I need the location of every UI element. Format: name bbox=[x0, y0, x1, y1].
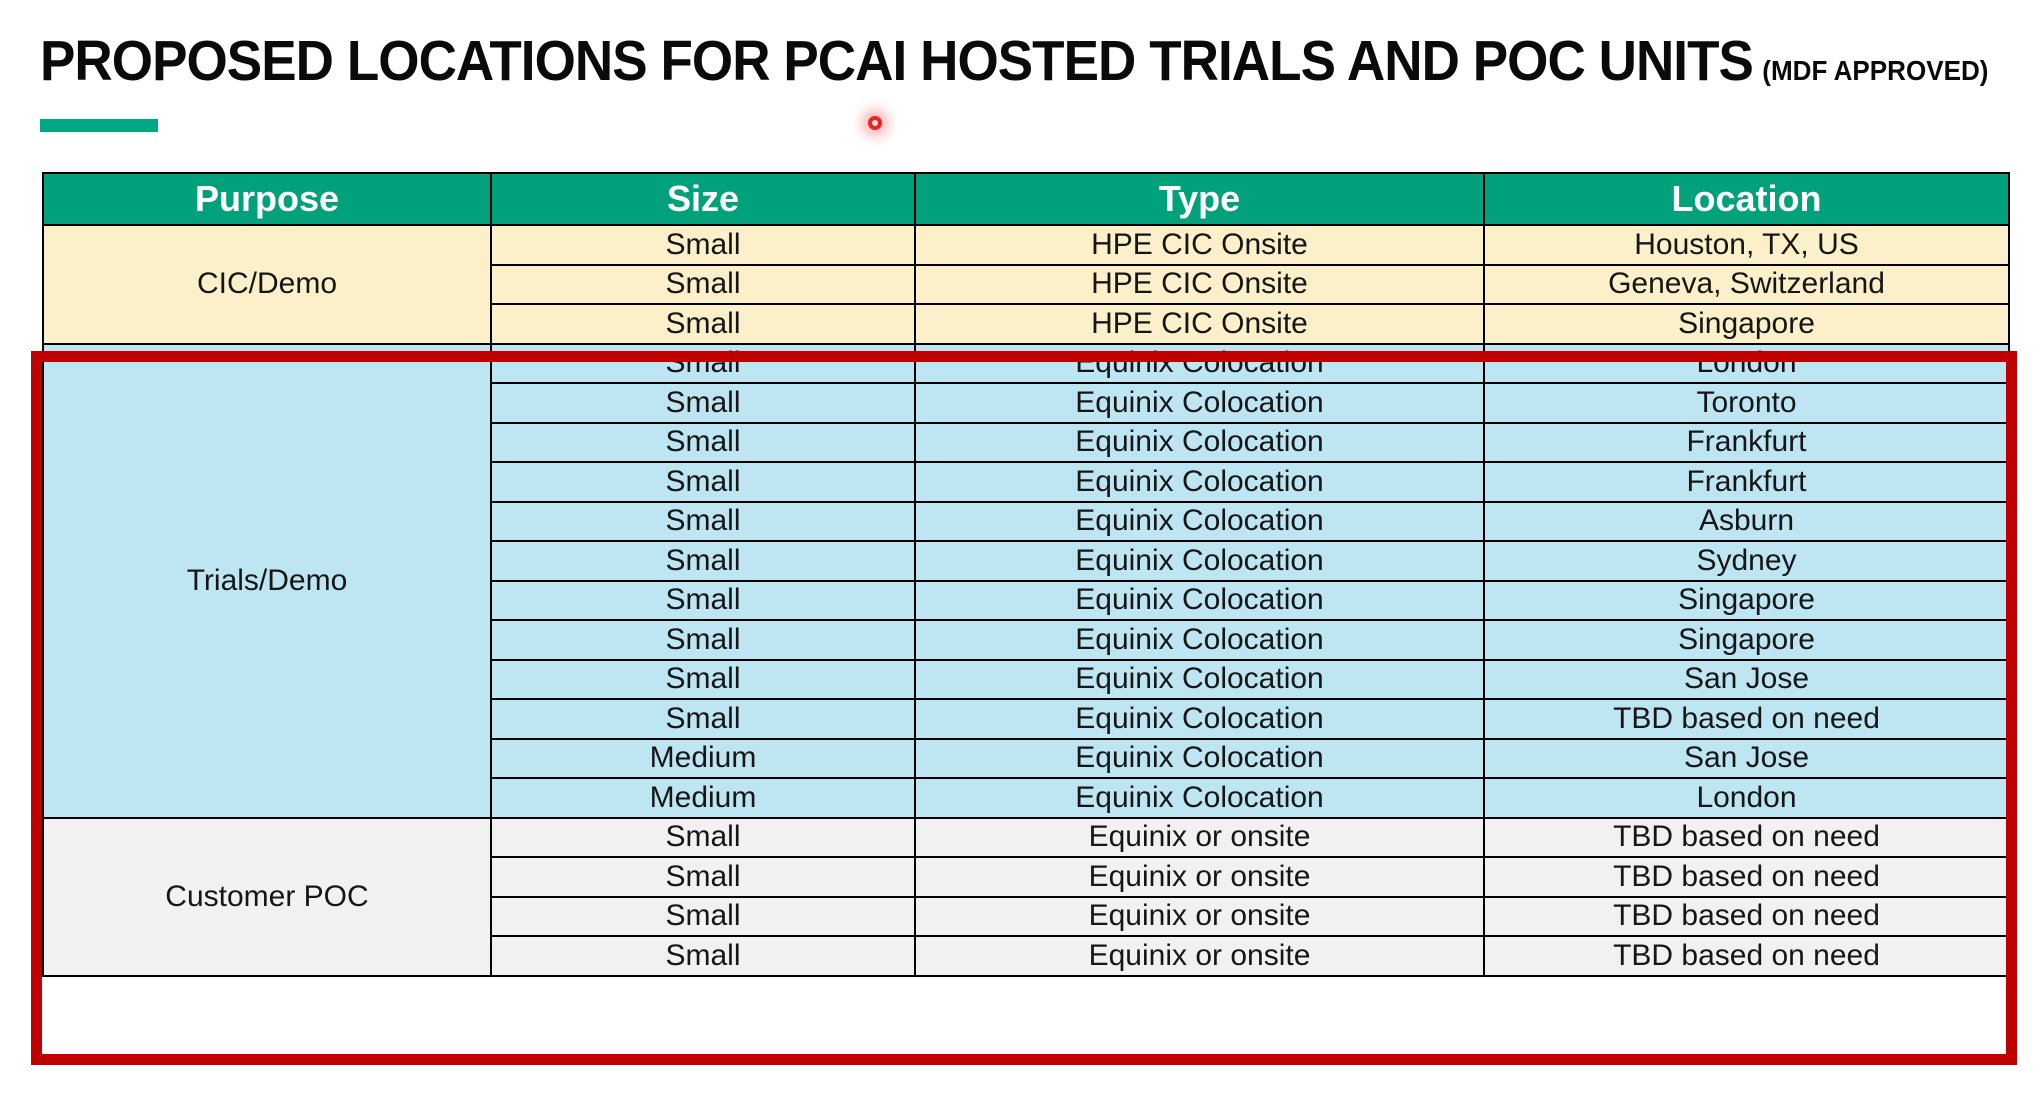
cell-type: Equinix Colocation bbox=[914, 658, 1485, 700]
section-cic-demo: CIC/Demo Small HPE CIC Onsite Houston, T… bbox=[42, 224, 2010, 345]
cell-size: Small bbox=[490, 658, 916, 700]
cell-location: Frankfurt bbox=[1483, 421, 2010, 463]
table-row: Medium Equinix Colocation San Jose bbox=[43, 737, 2010, 779]
cell-size: Small bbox=[490, 816, 916, 858]
cell-type: Equinix Colocation bbox=[914, 382, 1485, 424]
cell-location: TBD based on need bbox=[1483, 895, 2010, 937]
table-row: Small Equinix Colocation Toronto bbox=[43, 382, 2010, 424]
table-row: Medium Equinix Colocation London bbox=[43, 777, 2010, 819]
cell-size: Small bbox=[490, 224, 916, 266]
cell-location: London bbox=[1483, 342, 2010, 384]
cell-size: Small bbox=[490, 421, 916, 463]
cell-location: London bbox=[1483, 777, 2010, 819]
cell-type: Equinix Colocation bbox=[914, 777, 1485, 819]
cell-type: Equinix Colocation bbox=[914, 461, 1485, 503]
table-row: Small Equinix Colocation Asburn bbox=[43, 500, 2010, 542]
table-row: Small Equinix or onsite TBD based on nee… bbox=[43, 895, 2010, 937]
cell-location: TBD based on need bbox=[1483, 935, 2010, 977]
cell-type: Equinix or onsite bbox=[914, 856, 1485, 898]
page-title: PROPOSED LOCATIONS FOR PCAI HOSTED TRIAL… bbox=[40, 29, 1754, 93]
table-row: Small Equinix Colocation Frankfurt bbox=[43, 461, 2010, 503]
cell-location: Frankfurt bbox=[1483, 461, 2010, 503]
cell-location: TBD based on need bbox=[1483, 698, 2010, 740]
cell-type: HPE CIC Onsite bbox=[914, 263, 1485, 305]
table-row: Customer POC Small Equinix or onsite TBD… bbox=[42, 816, 2010, 977]
purpose-cell-customer-poc: Customer POC bbox=[42, 816, 492, 977]
cell-size: Small bbox=[490, 382, 916, 424]
cell-location: Singapore bbox=[1483, 579, 2010, 621]
cell-type: Equinix or onsite bbox=[914, 816, 1485, 858]
cell-type: HPE CIC Onsite bbox=[914, 303, 1485, 345]
cell-size: Small bbox=[490, 856, 916, 898]
cell-size: Small bbox=[490, 579, 916, 621]
cell-location: TBD based on need bbox=[1483, 816, 2010, 858]
table-row: Small HPE CIC Onsite Geneva, Switzerland bbox=[43, 263, 2010, 305]
cell-type: HPE CIC Onsite bbox=[914, 224, 1485, 266]
table-row: Small Equinix Colocation San Jose bbox=[43, 658, 2010, 700]
cell-size: Small bbox=[490, 263, 916, 305]
laser-pointer-dot bbox=[868, 116, 882, 130]
table-row: Small Equinix Colocation TBD based on ne… bbox=[43, 698, 2010, 740]
table-row: Small Equinix Colocation Sydney bbox=[43, 540, 2010, 582]
table-row: Small Equinix Colocation Singapore bbox=[43, 579, 2010, 621]
cell-location: San Jose bbox=[1483, 737, 2010, 779]
page-header: PROPOSED LOCATIONS FOR PCAI HOSTED TRIAL… bbox=[40, 30, 1988, 93]
cell-location: Sydney bbox=[1483, 540, 2010, 582]
cell-type: Equinix Colocation bbox=[914, 737, 1485, 779]
cell-size: Small bbox=[490, 935, 916, 977]
cell-size: Small bbox=[490, 342, 916, 384]
cell-location: Asburn bbox=[1483, 500, 2010, 542]
cell-location: Houston, TX, US bbox=[1483, 224, 2010, 266]
cell-type: Equinix Colocation bbox=[914, 540, 1485, 582]
cell-type: Equinix or onsite bbox=[914, 895, 1485, 937]
title-accent-bar bbox=[40, 119, 158, 132]
cell-type: Equinix Colocation bbox=[914, 421, 1485, 463]
cell-type: Equinix Colocation bbox=[914, 698, 1485, 740]
cell-size: Medium bbox=[490, 777, 916, 819]
cell-size: Small bbox=[490, 540, 916, 582]
cell-location: Singapore bbox=[1483, 619, 2010, 661]
cell-size: Small bbox=[490, 303, 916, 345]
section-trials-demo: Trials/Demo Small Equinix Colocation Lon… bbox=[42, 342, 2010, 819]
table-row: Small HPE CIC Onsite Singapore bbox=[43, 303, 2010, 345]
purpose-cell-trials-demo: Trials/Demo bbox=[42, 342, 492, 819]
column-header-location: Location bbox=[1483, 172, 2010, 226]
cell-location: Toronto bbox=[1483, 382, 2010, 424]
cell-location: San Jose bbox=[1483, 658, 2010, 700]
cell-size: Small bbox=[490, 698, 916, 740]
cell-type: Equinix Colocation bbox=[914, 342, 1485, 384]
table-row: Small Equinix Colocation Frankfurt bbox=[43, 421, 2010, 463]
cell-location: Geneva, Switzerland bbox=[1483, 263, 2010, 305]
cell-type: Equinix or onsite bbox=[914, 935, 1485, 977]
cell-type: Equinix Colocation bbox=[914, 619, 1485, 661]
cell-location: TBD based on need bbox=[1483, 856, 2010, 898]
table-row: Small Equinix Colocation Singapore bbox=[43, 619, 2010, 661]
cell-size: Small bbox=[490, 619, 916, 661]
table-row: Small Equinix or onsite TBD based on nee… bbox=[43, 935, 2010, 977]
cell-type: Equinix Colocation bbox=[914, 579, 1485, 621]
table-row: CIC/Demo Small HPE CIC Onsite Houston, T… bbox=[42, 224, 2010, 345]
locations-table-container: Purpose Size Type Location CIC/Demo Smal… bbox=[42, 172, 2010, 977]
column-header-type: Type bbox=[914, 172, 1485, 226]
section-customer-poc: Customer POC Small Equinix or onsite TBD… bbox=[42, 816, 2010, 977]
table-header-row: Purpose Size Type Location bbox=[42, 172, 2010, 226]
cell-location: Singapore bbox=[1483, 303, 2010, 345]
locations-table: Purpose Size Type Location CIC/Demo Smal… bbox=[42, 172, 2010, 977]
table-row: Trials/Demo Small Equinix Colocation Lon… bbox=[42, 342, 2010, 819]
table-row: Small Equinix or onsite TBD based on nee… bbox=[43, 856, 2010, 898]
cell-size: Small bbox=[490, 895, 916, 937]
page-title-suffix: (MDF APPROVED) bbox=[1762, 55, 1989, 86]
cell-size: Small bbox=[490, 461, 916, 503]
column-header-size: Size bbox=[490, 172, 916, 226]
purpose-cell-cic-demo: CIC/Demo bbox=[42, 224, 492, 345]
cell-size: Medium bbox=[490, 737, 916, 779]
cell-type: Equinix Colocation bbox=[914, 500, 1485, 542]
cell-size: Small bbox=[490, 500, 916, 542]
column-header-purpose: Purpose bbox=[42, 172, 492, 226]
